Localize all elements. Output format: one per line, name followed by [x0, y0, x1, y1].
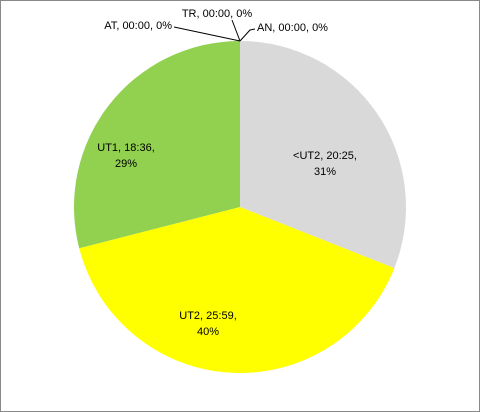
- pie-slice: [79, 207, 395, 373]
- data-label: TR, 00:00, 0%: [182, 8, 253, 20]
- pie-slice: [240, 41, 406, 269]
- separator: ,: [200, 310, 206, 322]
- label-percent: 0%: [312, 22, 328, 34]
- separator: ,: [320, 150, 326, 162]
- label-percent: 40%: [197, 326, 219, 338]
- separator: ,: [354, 150, 357, 162]
- separator: ,: [196, 8, 202, 20]
- separator: ,: [272, 22, 278, 34]
- label-time: 25:59: [206, 310, 234, 322]
- label-category: UT1: [97, 142, 118, 154]
- data-label: UT1, 18:36, 29%: [97, 142, 155, 170]
- data-label: AT, 00:00, 0%: [104, 20, 172, 32]
- label-time: 00:00: [278, 22, 306, 34]
- label-percent: 0%: [156, 20, 172, 32]
- data-label: <UT2, 20:25, 31%: [293, 150, 357, 178]
- label-time: 00:00: [122, 20, 150, 32]
- label-category: <UT2: [293, 150, 320, 162]
- separator: ,: [234, 310, 237, 322]
- separator: ,: [118, 142, 124, 154]
- label-time: 18:36: [124, 142, 152, 154]
- separator: ,: [116, 20, 122, 32]
- separator: ,: [230, 8, 236, 20]
- label-percent: 29%: [115, 158, 137, 170]
- pie-slice: [74, 41, 240, 249]
- leader-line: [173, 26, 241, 42]
- data-label: AN, 00:00, 0%: [257, 22, 328, 34]
- label-category: AN: [257, 22, 272, 34]
- label-percent: 31%: [314, 166, 336, 178]
- separator: ,: [150, 20, 156, 32]
- data-label: UT2, 25:59, 40%: [179, 310, 237, 338]
- label-category: AT: [104, 20, 118, 32]
- label-category: UT2: [179, 310, 200, 322]
- leader-line: [239, 28, 256, 42]
- separator: ,: [306, 22, 312, 34]
- label-percent: 0%: [236, 8, 252, 20]
- label-time: 00:00: [203, 8, 231, 20]
- label-category: TR: [182, 8, 197, 20]
- label-time: 20:25: [326, 150, 354, 162]
- separator: ,: [152, 142, 155, 154]
- leader-line: [231, 19, 241, 42]
